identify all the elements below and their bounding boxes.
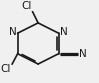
Text: Cl: Cl xyxy=(21,1,31,11)
Text: N: N xyxy=(79,49,87,59)
Text: Cl: Cl xyxy=(0,64,11,74)
Text: N: N xyxy=(60,27,68,37)
Text: N: N xyxy=(9,27,16,37)
